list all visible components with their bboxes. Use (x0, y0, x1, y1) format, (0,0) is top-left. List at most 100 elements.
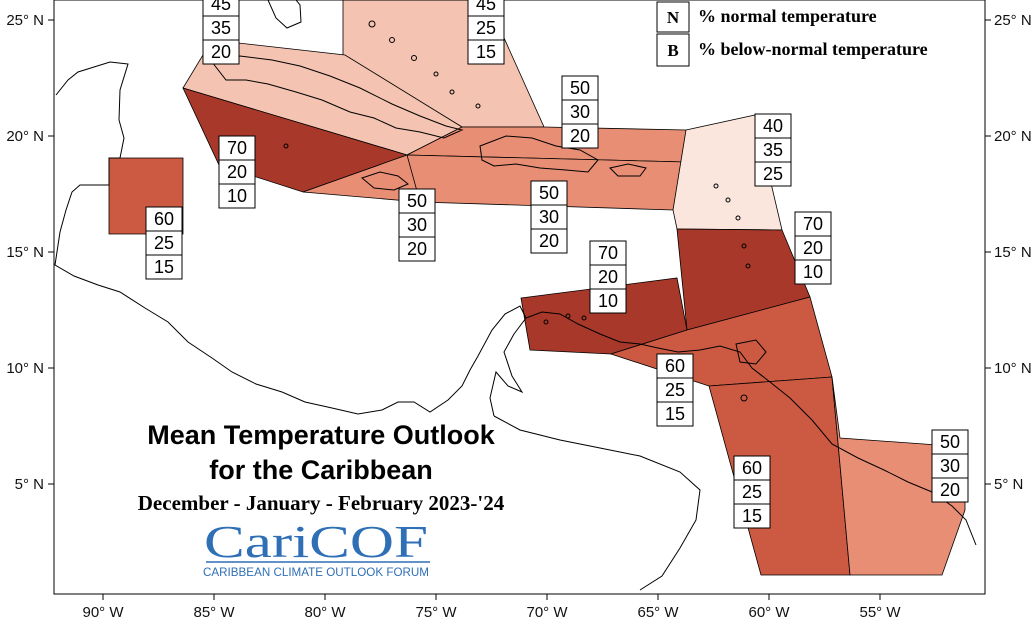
y-tick-label: 25° N (994, 12, 1032, 29)
coastline-trinidad (735, 339, 767, 365)
prob-normal: 30 (940, 456, 960, 476)
prob-above: 60 (154, 209, 174, 229)
island (389, 37, 395, 43)
y-tick-label: 10° N (6, 360, 44, 377)
y-tick-label: 15° N (6, 244, 44, 261)
x-tick-label: 80° W (304, 604, 346, 621)
island (433, 71, 439, 77)
legend-entry-below: B % below-normal temperature (656, 33, 928, 67)
y-tick-label: 20° N (994, 128, 1032, 145)
prob-above: 60 (665, 356, 685, 376)
x-tick-label: 75° W (415, 604, 457, 621)
island (745, 263, 751, 269)
y-tick-label: 20° N (6, 128, 44, 145)
legend-key-box (656, 33, 690, 67)
island (543, 319, 549, 325)
prob-below: 15 (665, 404, 685, 424)
prob-normal: 25 (742, 482, 762, 502)
island (449, 89, 455, 95)
forecast-regions (108, 0, 966, 576)
prob-box-cayman: 70 20 10 (218, 135, 256, 209)
region-guyana (708, 376, 851, 576)
x-tick-label: 65° W (637, 604, 679, 621)
y-tick-label: 10° N (994, 360, 1032, 377)
x-tick-label: 70° W (526, 604, 568, 621)
logo-tagline: CARIBBEAN CLIMATE OUTLOOK FORUM (203, 567, 429, 579)
island (411, 55, 417, 61)
coastline-puerto-rico (609, 163, 647, 177)
x-tick-label: 55° W (859, 604, 901, 621)
y-axis-labels-right: 25° N 20° N 15° N 10° N 5° N (994, 12, 1032, 493)
prob-box-bahamas: 45 25 15 (467, 0, 505, 65)
legend-label: % below-normal temperature (698, 39, 928, 59)
prob-above: 50 (539, 183, 559, 203)
coastline-jamaica (360, 171, 409, 191)
prob-box-suriname: 50 30 20 (931, 429, 969, 503)
y-tick-label: 5° N (994, 476, 1023, 493)
island (475, 103, 481, 109)
prob-below: 20 (407, 239, 427, 259)
prob-normal: 25 (665, 380, 685, 400)
prob-below: 20 (211, 42, 231, 62)
island (713, 183, 719, 189)
island (283, 143, 289, 149)
y-axis-labels-left: 25° N 20° N 15° N 10° N 5° N (6, 12, 44, 493)
map-title-line1: Mean Temperature Outlook (147, 420, 496, 450)
legend: N % normal temperature B % below-normal … (656, 1, 928, 67)
prob-normal: 25 (154, 233, 174, 253)
prob-above: 60 (742, 458, 762, 478)
prob-normal: 30 (407, 215, 427, 235)
island (741, 243, 747, 249)
map-period: December - January - February 2023-'24 (138, 491, 505, 515)
x-axis-labels: 90° W 85° W 80° W 75° W 70° W 65° W 60° … (82, 604, 901, 621)
prob-box-hispaniola-south: 50 30 20 (530, 180, 568, 254)
prob-normal: 20 (598, 267, 618, 287)
prob-above: 45 (211, 0, 231, 14)
coastlines (54, 0, 977, 591)
prob-below: 20 (570, 126, 590, 146)
prob-above: 45 (476, 0, 496, 14)
prob-below: 20 (539, 231, 559, 251)
legend-key: N (667, 8, 680, 27)
island (368, 20, 376, 28)
prob-below: 10 (803, 262, 823, 282)
prob-box-jamaica: 50 30 20 (398, 188, 436, 262)
island (735, 215, 741, 221)
coastline-cuba (211, 55, 464, 139)
island (740, 394, 748, 402)
legend-key-box (656, 1, 690, 33)
y-tick-label: 5° N (15, 476, 44, 493)
prob-below: 15 (742, 506, 762, 526)
prob-normal: 35 (211, 18, 231, 38)
x-tick-label: 90° W (82, 604, 124, 621)
region-suriname (831, 376, 966, 576)
prob-below: 20 (940, 480, 960, 500)
prob-normal: 35 (763, 140, 783, 160)
axis-ticks (48, 19, 991, 600)
prob-below: 25 (763, 164, 783, 184)
prob-box-hispaniola: 50 30 20 (561, 75, 599, 149)
legend-key: B (667, 41, 678, 60)
plot-frame (53, 0, 986, 595)
x-tick-label: 85° W (193, 604, 235, 621)
prob-box-abc: 70 20 10 (589, 240, 627, 314)
prob-normal: 30 (570, 102, 590, 122)
logo-wordmark: CariCOF (204, 516, 428, 567)
prob-normal: 30 (539, 207, 559, 227)
x-tick-label: 60° W (748, 604, 790, 621)
coastline-hispaniola (479, 135, 599, 173)
prob-above: 40 (763, 116, 783, 136)
prob-below: 10 (598, 291, 618, 311)
coastline-south-america (525, 311, 977, 546)
coastline-florida (267, 0, 302, 29)
island (581, 315, 587, 321)
probability-boxes: 45 25 15 45 35 20 70 20 10 60 25 15 (145, 0, 969, 529)
prob-above: 50 (570, 78, 590, 98)
legend-label: % normal temperature (698, 6, 877, 26)
prob-box-windwards: 70 20 10 (794, 211, 832, 285)
prob-normal: 20 (803, 238, 823, 258)
prob-above: 70 (598, 243, 618, 263)
title-block: Mean Temperature Outlook for the Caribbe… (138, 420, 505, 515)
coastline-panama-south (493, 415, 701, 591)
